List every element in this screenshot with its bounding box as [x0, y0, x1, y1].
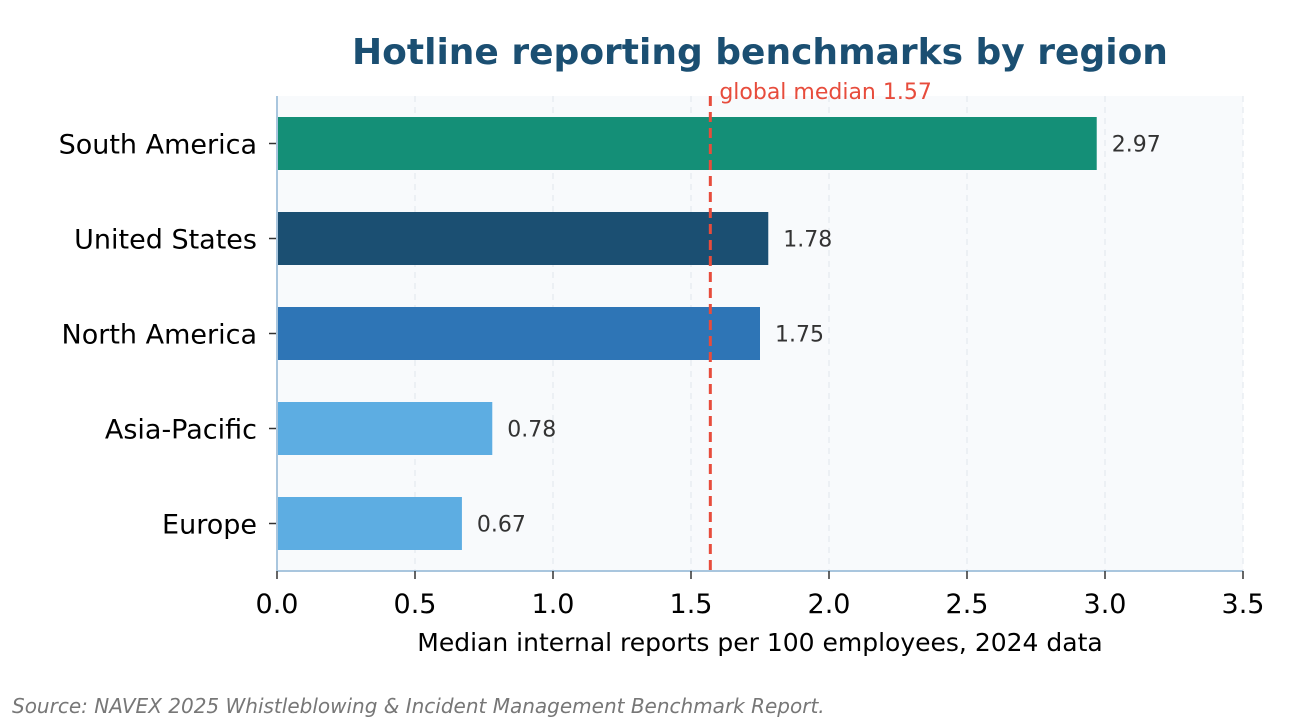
- x-tick-label: 2.5: [946, 589, 989, 620]
- x-tick-label: 3.5: [1222, 589, 1265, 620]
- x-axis-label: Median internal reports per 100 employee…: [417, 628, 1102, 657]
- x-tick-label: 1.5: [670, 589, 713, 620]
- bar-united-states: [277, 212, 769, 265]
- x-tick-label: 0.0: [256, 589, 299, 620]
- bar-value-label: 2.97: [1112, 133, 1161, 158]
- bar-europe: [277, 497, 462, 550]
- bar-asia-pacific: [277, 402, 493, 455]
- median-layer: global median 1.57: [708, 80, 932, 571]
- x-tick-label: 1.0: [532, 589, 575, 620]
- x-tick-label: 2.0: [808, 589, 851, 620]
- median-reference-label: global median 1.57: [719, 80, 932, 105]
- y-tick-label: Asia-Pacific: [105, 415, 257, 446]
- bar-north-america: [277, 307, 760, 360]
- bar-value-label: 0.78: [507, 418, 556, 443]
- bar-value-label: 1.75: [775, 323, 824, 348]
- source-note: Source: NAVEX 2025 Whistleblowing & Inci…: [12, 694, 825, 718]
- bar-south-america: [277, 117, 1097, 170]
- bar-value-label: 0.67: [477, 513, 526, 538]
- y-tick-label: North America: [62, 320, 257, 351]
- x-tick-label: 3.0: [1084, 589, 1127, 620]
- chart-title: Hotline reporting benchmarks by region: [352, 32, 1168, 73]
- x-tick-label: 0.5: [394, 589, 437, 620]
- bar-value-label: 1.78: [783, 228, 832, 253]
- grid-layer: [414, 96, 1244, 571]
- labels-layer: 2.97 South America 1.78 United States 1.75 No…: [59, 130, 1265, 621]
- y-tick-label: South America: [59, 130, 257, 161]
- bars-layer: [277, 117, 1097, 550]
- y-tick-label: United States: [74, 225, 257, 256]
- axes-layer: [269, 96, 1244, 579]
- y-tick-label: Europe: [162, 510, 257, 541]
